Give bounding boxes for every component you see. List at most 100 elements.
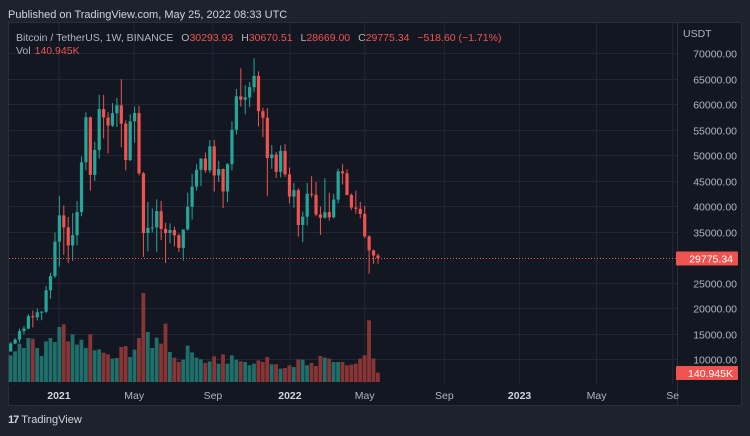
y-tick-label: 25000.00 — [693, 279, 737, 291]
candle-body — [256, 75, 261, 112]
candle-body — [225, 164, 230, 192]
x-tick-label: 2023 — [508, 390, 532, 402]
candle-body — [199, 158, 203, 170]
candle-body — [239, 96, 243, 100]
candle — [301, 211, 305, 243]
volume-bar — [198, 359, 203, 382]
high-value: 30670.51 — [248, 32, 293, 44]
grid — [9, 23, 677, 384]
volume-bar — [44, 341, 48, 382]
volume-bar — [79, 339, 84, 382]
chart-frame[interactable] — [8, 22, 742, 406]
candle — [150, 208, 154, 233]
candle — [9, 341, 13, 352]
candle — [345, 169, 349, 196]
candle — [283, 144, 287, 177]
candle — [292, 183, 296, 208]
candle-body — [203, 158, 207, 171]
candle — [79, 156, 84, 217]
candle-body — [274, 154, 278, 172]
candle — [110, 102, 115, 127]
candle-body — [133, 112, 137, 122]
candle — [48, 272, 53, 299]
candle-body — [270, 154, 274, 159]
candle — [53, 232, 57, 278]
volume-bar — [39, 355, 44, 382]
volume-bar — [345, 365, 349, 382]
x-tick-label: Sep — [435, 390, 454, 402]
candle — [310, 176, 314, 198]
candle — [62, 205, 66, 255]
candle-body — [340, 171, 345, 174]
volume-bar — [203, 362, 208, 382]
candle — [133, 106, 137, 143]
candle — [115, 97, 119, 127]
candle-body — [279, 150, 283, 172]
candle-body — [13, 339, 17, 344]
volume-bar — [225, 363, 230, 382]
symbol-title[interactable]: Bitcoin / TetherUS, 1W, BINANCE — [16, 32, 174, 44]
volume-bar — [137, 337, 141, 382]
volume-bar — [296, 359, 301, 382]
volume-bar — [150, 348, 155, 382]
volume-bar — [309, 362, 314, 382]
volume-bar — [114, 357, 119, 382]
candle — [26, 314, 30, 330]
candle-body — [190, 186, 194, 207]
candle-body — [323, 212, 327, 218]
tradingview-logo[interactable]: 17 TradingView — [8, 414, 82, 426]
candle — [199, 158, 203, 187]
candle — [318, 206, 323, 235]
candle-body — [124, 123, 128, 161]
candle — [190, 173, 194, 220]
candle — [261, 107, 265, 138]
candle-body — [97, 109, 101, 151]
y-tick-label: 35000.00 — [693, 228, 737, 240]
candle-body — [168, 229, 172, 234]
candle — [274, 151, 278, 178]
volume-bar — [207, 361, 212, 382]
volume-bar — [8, 355, 13, 382]
candle — [128, 114, 132, 162]
candle — [256, 71, 261, 127]
volume-bar — [181, 359, 186, 382]
volume-bar — [234, 359, 239, 382]
volume-bar — [212, 356, 217, 382]
candle-body — [22, 328, 26, 332]
y-tick-label: 65000.00 — [693, 75, 737, 87]
candle-body — [79, 162, 84, 212]
candle-body — [146, 227, 150, 234]
volume-bar — [269, 364, 274, 382]
candle — [141, 172, 146, 257]
candle-body — [301, 216, 305, 225]
candle — [270, 145, 274, 169]
volume-bar — [252, 363, 256, 382]
volume-bar — [358, 358, 363, 382]
volume-bar — [216, 363, 221, 382]
candle-body — [17, 331, 22, 340]
y-tick-label: 10000.00 — [693, 355, 737, 367]
last-price-badge: 29775.34 — [676, 251, 738, 266]
volume-bar — [247, 365, 252, 382]
candle-body — [345, 173, 349, 196]
volume-bar — [163, 323, 168, 382]
candle — [376, 253, 380, 264]
volume-bar — [57, 327, 62, 382]
candle-body — [283, 150, 287, 175]
svg-text:140.945K: 140.945K — [688, 368, 733, 380]
volume-bar — [13, 351, 17, 382]
candle — [279, 145, 283, 178]
candle — [212, 139, 216, 192]
candle-body — [44, 290, 48, 312]
candle-body — [48, 276, 53, 291]
volume-bar — [101, 352, 106, 382]
candle-body — [243, 97, 247, 100]
candle-body — [212, 146, 216, 176]
candle — [13, 338, 17, 345]
volume-bar — [336, 362, 340, 382]
x-tick-label: 2021 — [47, 390, 71, 402]
candle-body — [163, 228, 168, 234]
volume-bar — [168, 351, 172, 382]
volume-bar — [176, 362, 181, 382]
